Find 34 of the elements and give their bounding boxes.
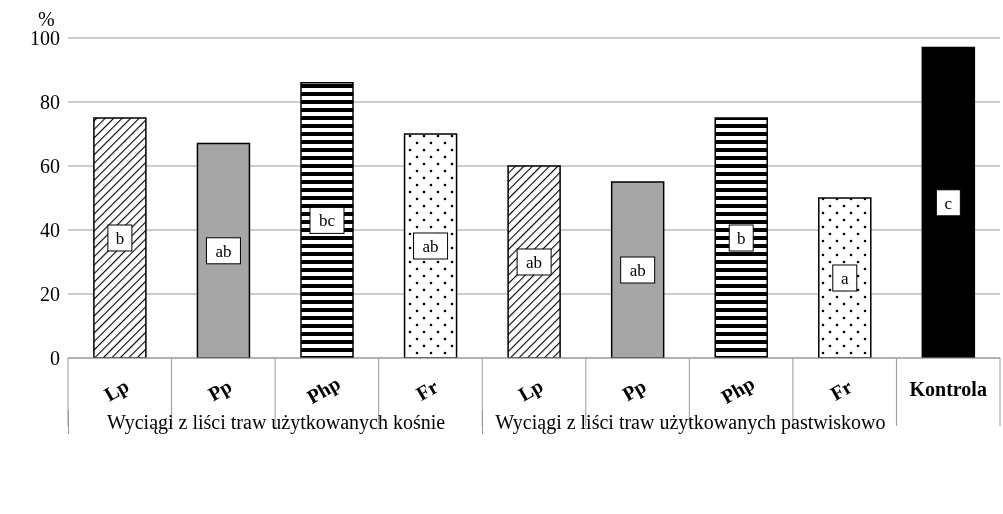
x-tick-label: Pp bbox=[204, 374, 236, 407]
data-label: a bbox=[841, 269, 849, 288]
x-tick-label: Lp bbox=[100, 374, 133, 407]
bar bbox=[403, 133, 458, 358]
data-label: b bbox=[115, 229, 125, 248]
data-label: ab bbox=[629, 261, 646, 280]
text: Wyciągi z liści traw użytkowanych kośnie bbox=[68, 410, 484, 434]
x-tick-label: Fr bbox=[826, 375, 856, 405]
x-tick-label: Php bbox=[302, 371, 345, 409]
x-tick-label: Pp bbox=[618, 374, 651, 407]
data-label: ab bbox=[526, 253, 543, 272]
bar bbox=[196, 142, 251, 358]
data-label: b bbox=[736, 229, 746, 248]
bar bbox=[300, 82, 354, 358]
data-label: c bbox=[944, 193, 953, 213]
bar bbox=[507, 165, 561, 358]
y-tick-label: 60 bbox=[40, 155, 60, 178]
data-label: bc bbox=[318, 211, 336, 231]
x-tick-label: Fr bbox=[412, 375, 442, 405]
data-label: ab bbox=[422, 237, 439, 256]
bar bbox=[93, 117, 147, 358]
x-tick-label: Lp bbox=[514, 374, 548, 407]
y-tick-label: 0 bbox=[50, 347, 60, 370]
x-tick-label: Php bbox=[717, 371, 759, 409]
data-label: ab bbox=[215, 241, 232, 261]
y-tick-label: 80 bbox=[40, 91, 60, 114]
bar bbox=[714, 117, 768, 358]
y-tick-label: 20 bbox=[40, 283, 60, 306]
bar bbox=[921, 46, 976, 358]
bar bbox=[818, 197, 872, 358]
text: Wyciągi z liści traw użytkowanych pastwiskowo bbox=[482, 410, 898, 434]
y-tick-label: 40 bbox=[40, 219, 60, 242]
x-tick-label: Kontrola bbox=[909, 378, 987, 400]
bar bbox=[610, 181, 665, 358]
